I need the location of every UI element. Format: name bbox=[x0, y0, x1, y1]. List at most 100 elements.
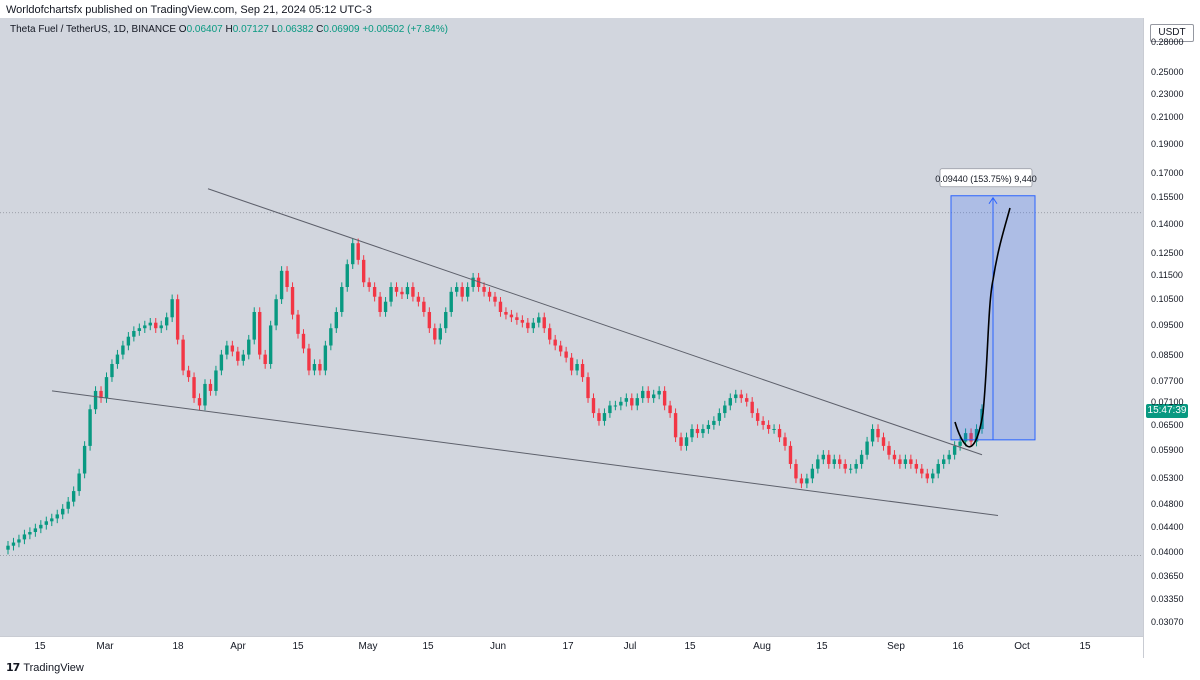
candle-body bbox=[137, 328, 142, 332]
candle-body bbox=[367, 282, 371, 288]
candle-body bbox=[465, 287, 470, 297]
candle-body bbox=[619, 401, 623, 406]
candle-body bbox=[701, 428, 705, 434]
candle-body bbox=[33, 528, 38, 533]
candle-body bbox=[548, 328, 552, 340]
candle-body bbox=[203, 383, 207, 406]
x-tick-label: 15 bbox=[292, 641, 304, 652]
candle-body bbox=[334, 311, 339, 329]
time-axis[interactable] bbox=[0, 636, 1143, 659]
candle-body bbox=[389, 287, 393, 302]
candle-body bbox=[55, 514, 59, 519]
candle-body bbox=[936, 463, 940, 474]
candle-body bbox=[805, 478, 809, 484]
candle-body bbox=[6, 545, 10, 550]
candle-body bbox=[816, 459, 820, 469]
legend-low-label: L bbox=[271, 24, 278, 35]
candle-body bbox=[712, 420, 716, 425]
chart-area[interactable] bbox=[0, 18, 1143, 658]
candle-body bbox=[236, 351, 240, 361]
y-tick-label: 0.12500 bbox=[1151, 248, 1184, 259]
candle-body bbox=[61, 508, 65, 515]
candle-body bbox=[569, 357, 574, 371]
candle-body bbox=[121, 345, 125, 355]
candle-body bbox=[449, 291, 453, 312]
candle-body bbox=[745, 398, 749, 402]
candle-body bbox=[285, 270, 289, 288]
candle-body bbox=[526, 322, 530, 329]
candle-body bbox=[66, 501, 70, 509]
candle-body bbox=[624, 398, 629, 402]
candle-body bbox=[646, 390, 650, 399]
candle-body bbox=[920, 468, 924, 474]
candle-body bbox=[351, 243, 355, 265]
candle-body bbox=[586, 377, 590, 399]
y-tick-label: 0.04400 bbox=[1151, 522, 1184, 533]
tradingview-footer[interactable]: 𝟭𝟳 TradingView bbox=[6, 661, 84, 675]
candlestick-chart[interactable]: 0.09440 (153.75%) 9,440 bbox=[0, 18, 1143, 636]
candle-body bbox=[657, 390, 661, 395]
candle-body bbox=[170, 299, 174, 318]
price-axis[interactable] bbox=[1143, 18, 1200, 658]
candle-body bbox=[39, 524, 43, 529]
y-tick-label: 0.08500 bbox=[1151, 349, 1184, 360]
candle-body bbox=[50, 518, 54, 522]
candle-body bbox=[750, 401, 754, 414]
candle-body bbox=[110, 364, 114, 378]
y-tick-label: 0.03070 bbox=[1151, 616, 1184, 627]
candle-body bbox=[493, 296, 497, 302]
candle-body bbox=[520, 319, 525, 323]
candle-body bbox=[947, 454, 951, 460]
candle-body bbox=[164, 317, 169, 326]
x-tick-label: Aug bbox=[753, 641, 771, 652]
candle-body bbox=[914, 463, 919, 469]
candle-body bbox=[766, 424, 771, 429]
candle-body bbox=[974, 428, 979, 442]
candle-body bbox=[340, 287, 344, 312]
candle-body bbox=[969, 433, 973, 442]
y-tick-label: 0.11500 bbox=[1151, 270, 1183, 281]
candle-body bbox=[175, 299, 180, 340]
candle-body bbox=[668, 405, 672, 414]
candle-body bbox=[706, 424, 711, 429]
candle-body bbox=[482, 287, 486, 292]
candle-body bbox=[312, 364, 317, 371]
y-tick-label: 0.07700 bbox=[1151, 375, 1184, 386]
candle-body bbox=[28, 532, 32, 535]
candle-body bbox=[504, 311, 508, 315]
candle-body bbox=[848, 468, 853, 470]
candle-body bbox=[498, 301, 503, 312]
candle-body bbox=[827, 454, 831, 464]
candle-body bbox=[307, 348, 311, 371]
y-tick-label: 0.23000 bbox=[1151, 88, 1184, 99]
candle-body bbox=[821, 454, 826, 460]
currency-selector[interactable]: USDT bbox=[1150, 24, 1194, 42]
candle-body bbox=[892, 454, 897, 460]
x-tick-label: Oct bbox=[1014, 641, 1030, 652]
candle-body bbox=[230, 345, 235, 352]
candle-body bbox=[268, 325, 273, 365]
candle-body bbox=[695, 428, 700, 434]
candle-body bbox=[148, 322, 152, 326]
candle-body bbox=[876, 428, 880, 438]
candle-body bbox=[126, 336, 131, 346]
upper-resistance-trendline bbox=[207, 188, 983, 456]
x-tick-label: 16 bbox=[952, 641, 964, 652]
x-tick-label: 15 bbox=[816, 641, 828, 652]
candle-body bbox=[241, 354, 245, 361]
candle-body bbox=[641, 390, 645, 399]
candle-body bbox=[772, 428, 776, 430]
candle-body bbox=[427, 311, 432, 329]
candle-body bbox=[444, 311, 448, 329]
y-tick-label: 0.03350 bbox=[1151, 593, 1184, 604]
candle-body bbox=[602, 413, 607, 421]
projection-curve bbox=[954, 207, 1011, 448]
candle-body bbox=[558, 345, 563, 352]
candle-body bbox=[630, 398, 634, 406]
candle-body bbox=[394, 287, 399, 292]
published-caption: Worldofchartsfx published on TradingView… bbox=[6, 4, 372, 16]
candle-body bbox=[942, 459, 946, 464]
candle-body bbox=[99, 390, 103, 399]
x-tick-label: 18 bbox=[172, 641, 184, 652]
candle-body bbox=[197, 398, 202, 406]
